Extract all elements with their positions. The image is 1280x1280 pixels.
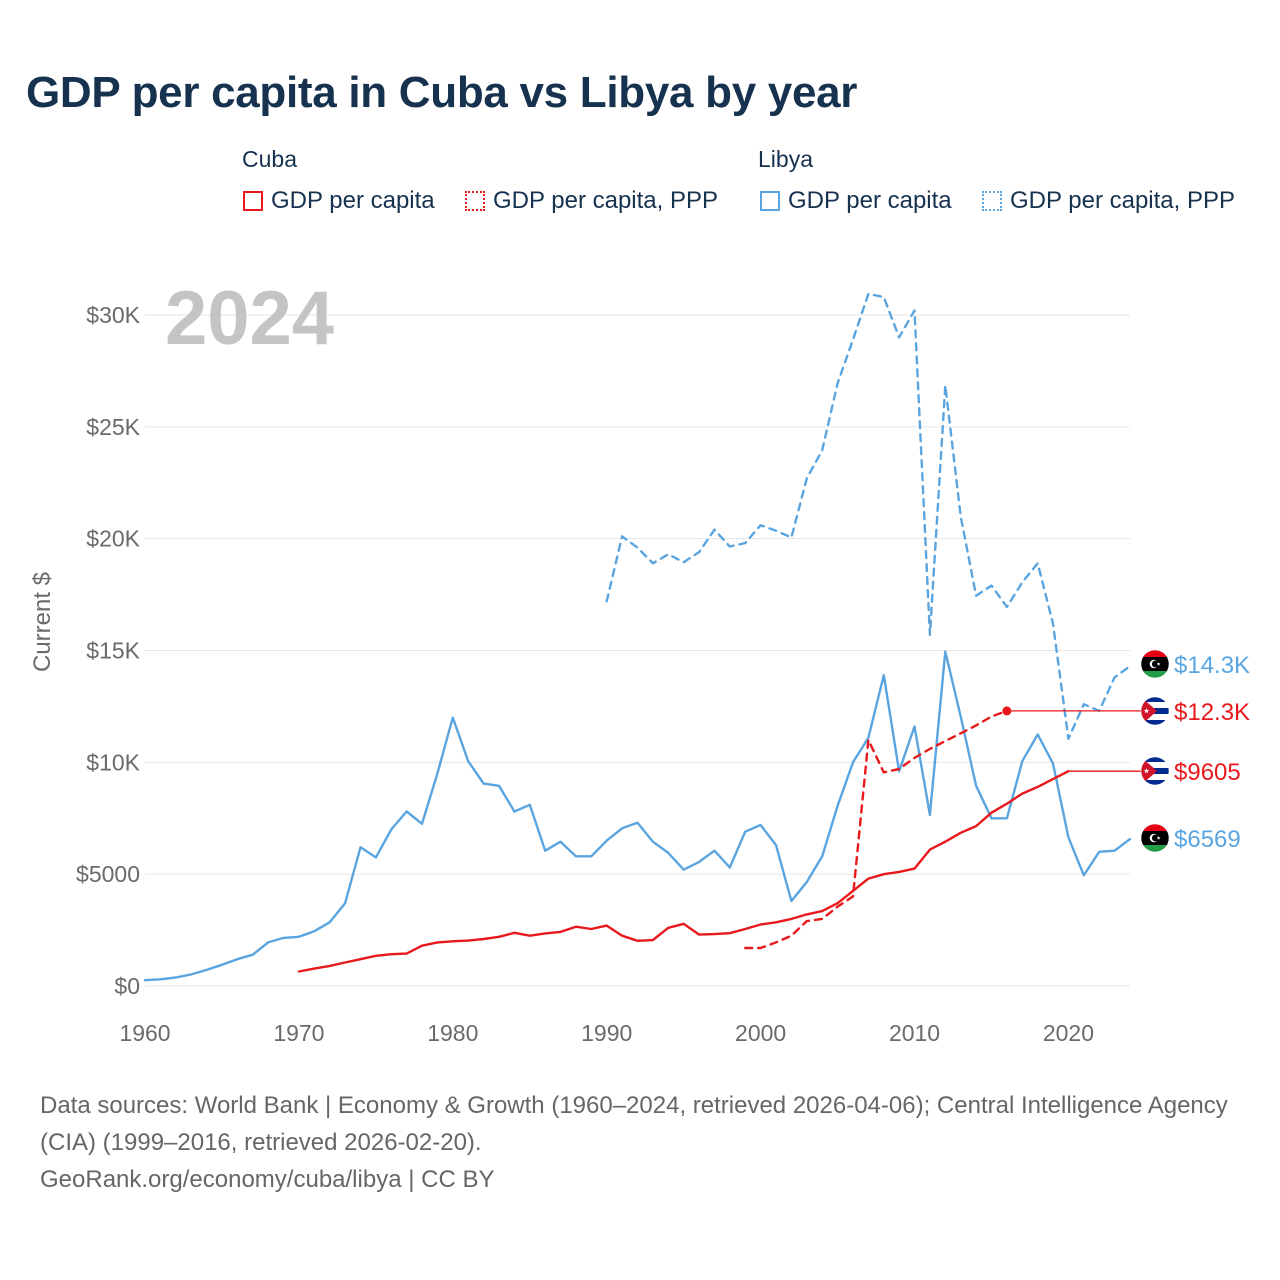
legend-group-libya: Libya <box>758 146 813 172</box>
chart-title: GDP per capita in Cuba vs Libya by year <box>26 68 858 117</box>
y-tick-label: $10K <box>86 749 140 775</box>
legend-group-cuba: Cuba <box>242 146 297 172</box>
legend-item-libya-gdp[interactable]: GDP per capita <box>760 186 952 216</box>
series-line-cuba-ppp <box>744 709 1009 950</box>
legend-item-label: GDP per capita, PPP <box>493 187 718 214</box>
legend-item-label: GDP per capita <box>271 187 435 214</box>
x-axis: 1960 1970 1980 1990 2000 2010 2020 <box>119 1020 1094 1046</box>
y-axis-label: Current $ <box>29 572 56 672</box>
x-tick-label: 2010 <box>889 1020 940 1046</box>
legend-item-libya-gdp-ppp[interactable]: GDP per capita, PPP <box>982 186 1235 216</box>
series-end-label: $14.3K <box>1174 652 1250 679</box>
grid-lines <box>145 314 1130 987</box>
series-end-label: $12.3K <box>1174 699 1250 726</box>
series-end-label: $9605 <box>1174 759 1241 786</box>
series-end-label: $6569 <box>1174 826 1241 853</box>
y-tick-label: $15K <box>86 638 140 664</box>
y-tick-label: $25K <box>86 414 140 440</box>
series-line-libya-gdp <box>143 650 1132 982</box>
y-tick-label: $0 <box>114 973 140 999</box>
year-watermark: 2024 <box>165 276 334 361</box>
x-tick-label: 2000 <box>735 1020 786 1046</box>
legend-swatch-icon <box>982 191 1002 211</box>
series-lines <box>143 292 1132 982</box>
cuba-flag-icon <box>1140 696 1170 726</box>
x-tick-label: 1960 <box>119 1020 170 1046</box>
x-tick-label: 2020 <box>1043 1020 1094 1046</box>
x-tick-label: 1990 <box>581 1020 632 1046</box>
y-tick-label: $5000 <box>76 861 140 887</box>
series-line-libya-ppp <box>605 292 1132 740</box>
legend-item-cuba-gdp-ppp[interactable]: GDP per capita, PPP <box>465 186 718 216</box>
libya-flag-icon <box>1140 823 1170 853</box>
legend-item-cuba-gdp[interactable]: GDP per capita <box>243 186 435 216</box>
libya-flag-icon <box>1140 649 1170 679</box>
end-labels: $6569 $14.3K $9605 $12.3K <box>1002 649 1250 853</box>
y-axis: $0 $5000 $10K $15K $20K $25K $30K <box>76 302 141 999</box>
attribution-link[interactable]: GeoRank.org/economy/cuba/libya | CC BY <box>40 1166 495 1193</box>
line-chart: $0 $5000 $10K $15K $20K $25K $30K 1960 1970 1980… <box>29 276 1250 1046</box>
y-tick-label: $20K <box>86 526 140 552</box>
x-tick-label: 1970 <box>273 1020 324 1046</box>
legend-item-label: GDP per capita <box>788 187 952 214</box>
x-tick-label: 1980 <box>427 1020 478 1046</box>
data-sources: Data sources: World Bank | Economy & Gro… <box>40 1092 1228 1156</box>
legend-item-label: GDP per capita, PPP <box>1010 187 1235 214</box>
legend-swatch-icon <box>760 191 780 211</box>
legend-swatch-icon <box>243 191 263 211</box>
series-end-marker <box>1002 706 1012 716</box>
cuba-flag-icon <box>1140 756 1170 786</box>
y-tick-label: $30K <box>86 302 140 328</box>
footer: Data sources: World Bank | Economy & Gro… <box>40 1087 1250 1198</box>
series-line-cuba-gdp <box>297 770 1070 973</box>
legend-swatch-icon <box>465 191 485 211</box>
